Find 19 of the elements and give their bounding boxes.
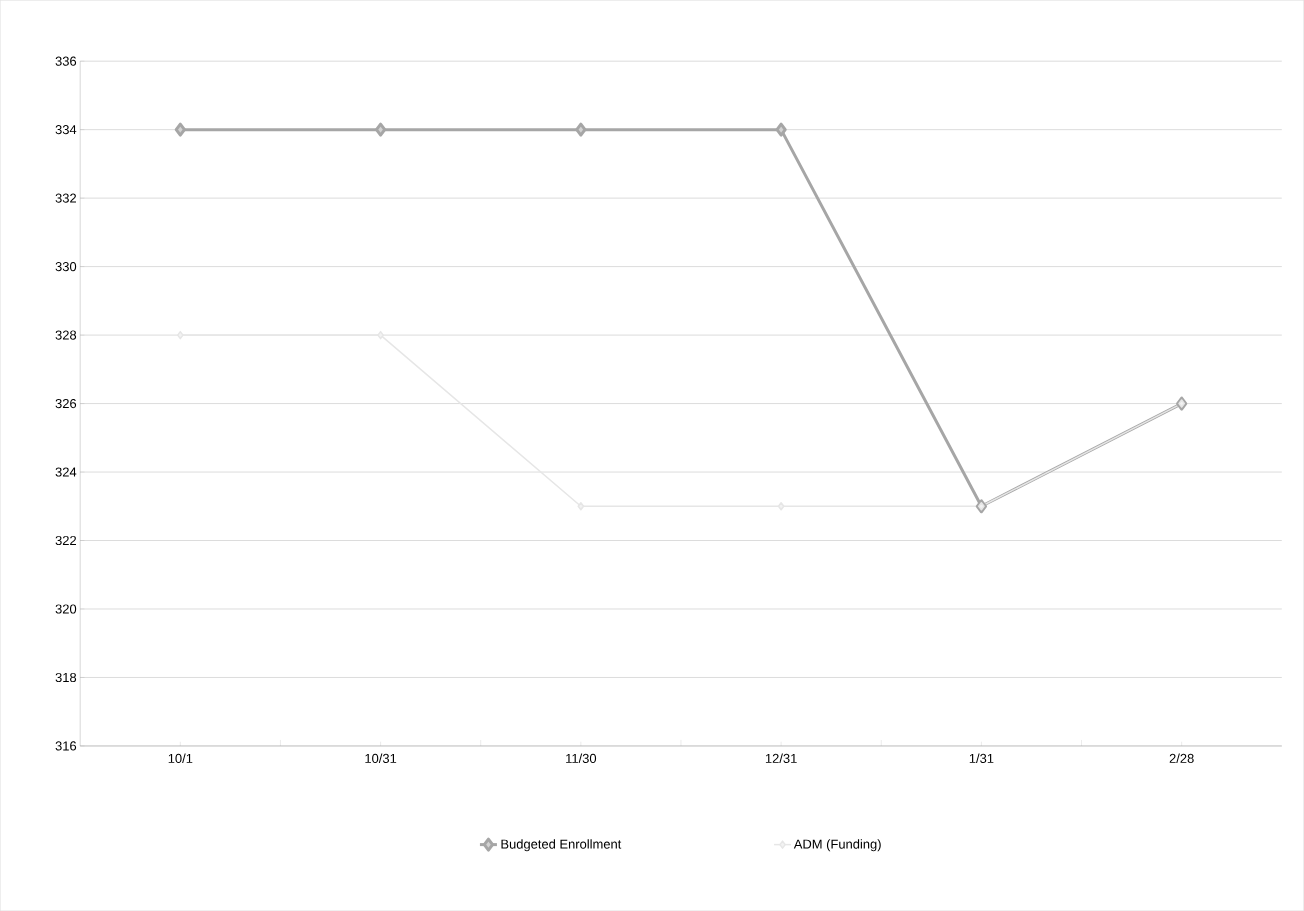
y-tick-label: 332 (55, 193, 77, 203)
x-tick-label: 10/1 (168, 753, 193, 763)
y-tick-label: 330 (55, 261, 77, 272)
x-tick-label: 12/31 (765, 753, 797, 763)
legend-label: Budgeted Enrollment (501, 839, 622, 852)
y-tick-label: 322 (55, 535, 77, 546)
y-tick-label: 328 (55, 330, 77, 340)
y-tick-label: 336 (55, 56, 77, 66)
y-tick-label: 324 (55, 467, 77, 477)
y-tick-label: 326 (55, 398, 77, 409)
x-tick-label: 10/31 (365, 753, 397, 763)
x-tick-label: 2/28 (1169, 753, 1194, 763)
x-tick-label: 1/31 (969, 753, 994, 763)
y-tick-label: 318 (55, 672, 77, 683)
y-tick-label: 334 (55, 125, 77, 135)
y-tick-label: 316 (55, 741, 77, 751)
legend-label: ADM (Funding) (793, 839, 881, 852)
y-tick-label: 320 (55, 604, 77, 614)
x-tick-label: 11/30 (566, 753, 597, 763)
